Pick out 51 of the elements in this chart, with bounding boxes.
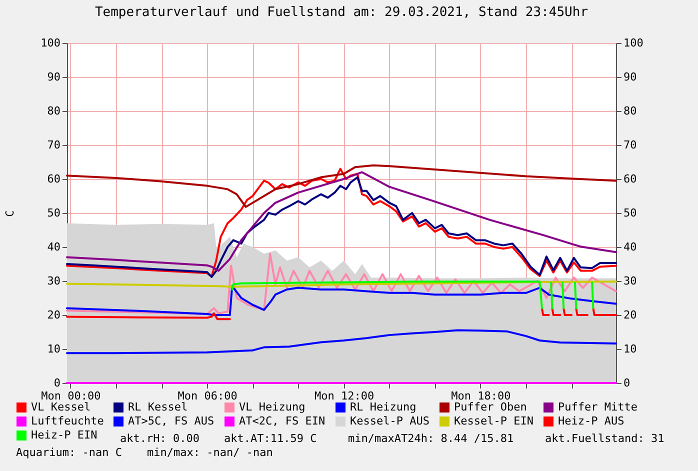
y2-tick-label: 30	[624, 274, 637, 288]
legend-label: Luftfeuchte	[31, 414, 104, 428]
text: akt.AT:11.59 C	[224, 432, 317, 445]
legend-label: Heiz-P EIN	[31, 428, 98, 442]
legend-label: Puffer Oben	[454, 400, 527, 414]
x-tick-label: Mon 18:00	[451, 390, 511, 402]
line-series	[66, 285, 617, 316]
chart-title: Temperaturverlauf und Fuellstand am: 29.03.2021, Stand 23:45Uhr	[94, 5, 588, 20]
y-tick-label: 60	[47, 172, 60, 186]
y-tick-label: 30	[47, 274, 60, 288]
y2-tick-label: 50	[624, 206, 637, 220]
text: min/maxAT24h: 8.44 /15.81	[348, 432, 514, 445]
legend-label: VL Kessel	[31, 400, 91, 414]
legend-label: Kessel-P AUS	[350, 414, 430, 428]
line-series	[66, 329, 617, 354]
legend-label: VL Heizung	[239, 400, 306, 414]
y-tick-label: 70	[47, 138, 60, 152]
y2-tick-label: 80	[624, 104, 637, 118]
x-tick-label: Mon 00:00	[41, 390, 101, 402]
y2-tick-label: 90	[624, 70, 637, 84]
line-series	[66, 164, 617, 208]
y-tick-label: 90	[47, 70, 60, 84]
y2-tick-label: 10	[624, 342, 637, 356]
y2-tick-label: 0	[624, 376, 630, 390]
y2-tick-label: 60	[624, 172, 637, 186]
legend-label: AT>5C, FS AUS	[128, 414, 214, 428]
y2-tick-label: 20	[624, 308, 637, 322]
text: Aquarium: -nan C	[16, 446, 122, 459]
y-tick-label: 50	[47, 206, 60, 220]
legend-label: Puffer Mitte	[558, 400, 638, 414]
y-tick-label: 20	[47, 308, 60, 322]
y-tick-label: 10	[47, 342, 60, 356]
line-series	[66, 252, 617, 315]
legend-label: RL Heizung	[350, 400, 416, 414]
legend-label: AT<2C, FS EIN	[239, 414, 326, 428]
x-tick-label: Mon 12:00	[314, 390, 374, 402]
y-tick-label: 0	[54, 376, 60, 390]
text: akt.Fuellstand: 31	[545, 432, 664, 445]
text: min/max: -nan/ -nan	[147, 446, 273, 459]
x-tick-label: Mon 06:00	[178, 390, 238, 402]
y-tick-label: 40	[47, 240, 60, 254]
y2-tick-label: 100	[624, 36, 644, 50]
y-axis-title: C	[4, 210, 17, 217]
y2-tick-label: 40	[624, 240, 637, 254]
y-tick-label: 100	[40, 36, 60, 50]
legend-label: RL Kessel	[128, 400, 188, 414]
legend-label: Kessel-P EIN	[454, 414, 534, 428]
y-tick-label: 80	[47, 104, 60, 118]
y2-tick-label: 70	[624, 138, 637, 152]
text: akt.rH: 0.00	[120, 432, 200, 445]
legend-label: Heiz-P AUS	[558, 414, 624, 428]
